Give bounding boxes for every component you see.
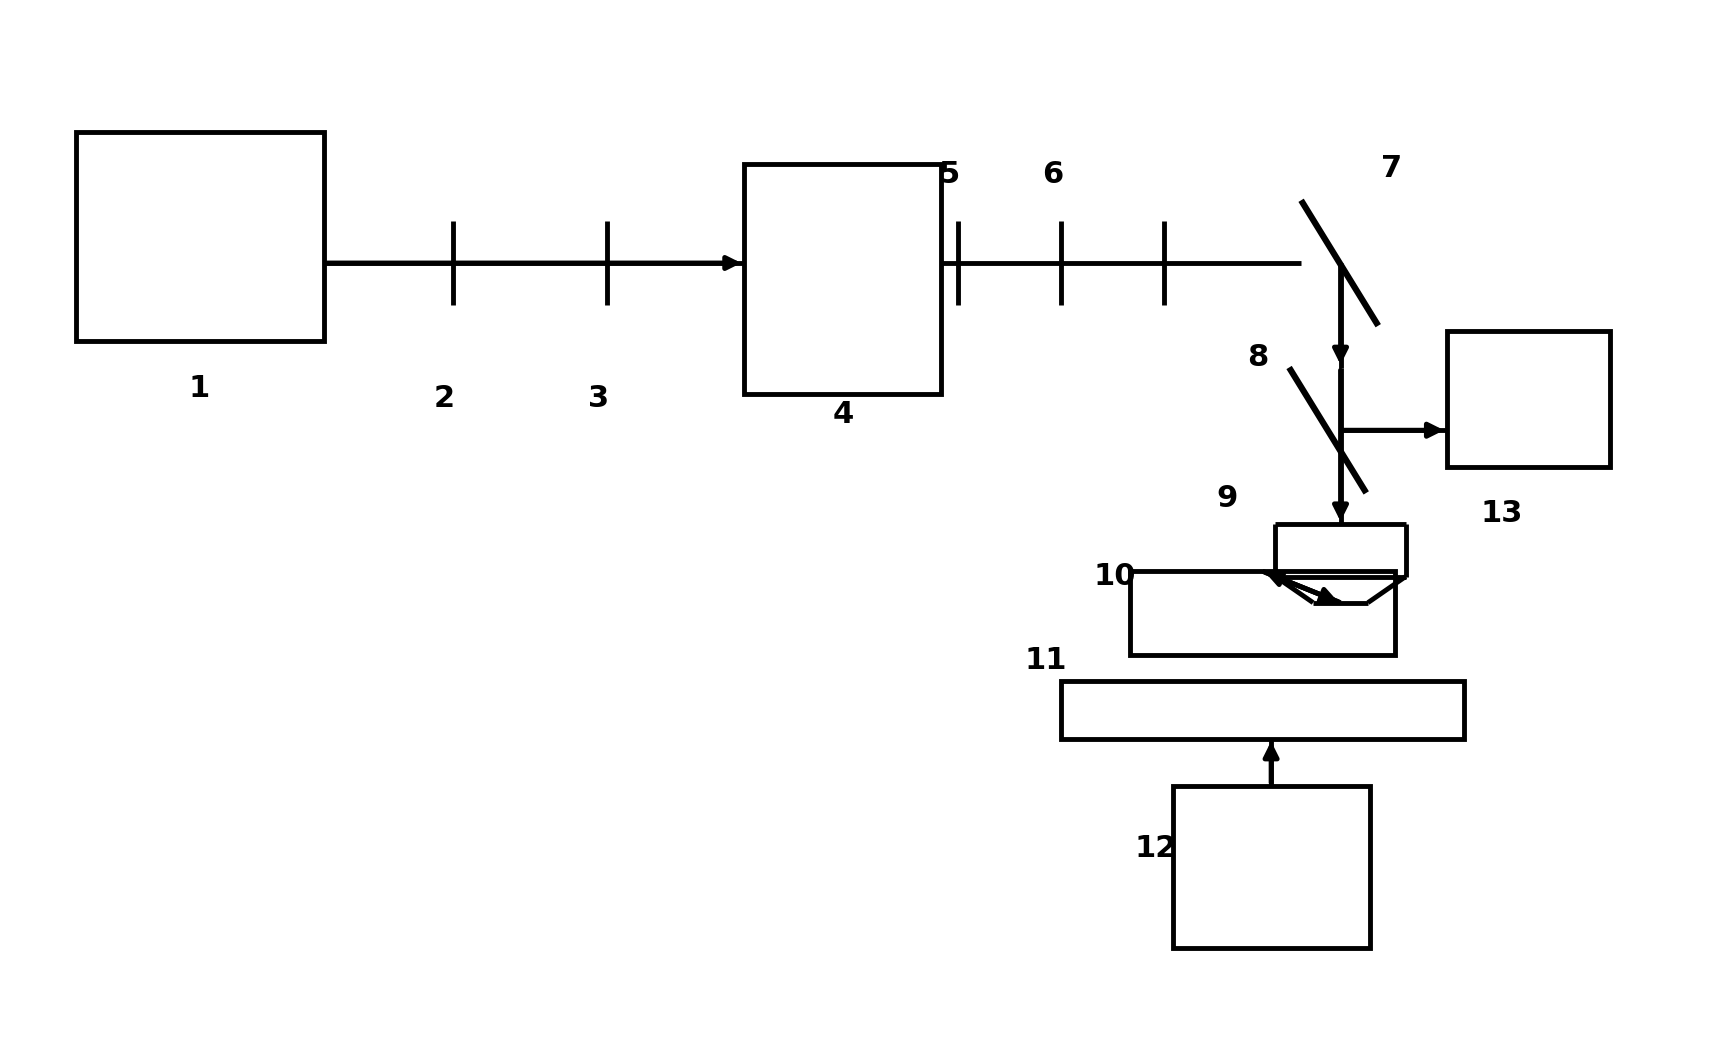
Text: 5: 5 bbox=[938, 160, 961, 189]
Bar bbox=[1446, 330, 1610, 467]
Text: 1: 1 bbox=[188, 374, 209, 402]
Text: 7: 7 bbox=[1381, 155, 1403, 183]
Bar bbox=[1130, 571, 1396, 654]
Bar bbox=[1061, 681, 1464, 738]
Bar bbox=[76, 132, 325, 341]
Text: 6: 6 bbox=[1042, 160, 1063, 189]
Text: 3: 3 bbox=[588, 384, 608, 413]
Text: 13: 13 bbox=[1481, 500, 1522, 528]
Text: 12: 12 bbox=[1134, 833, 1177, 863]
Bar bbox=[745, 164, 942, 394]
Text: 8: 8 bbox=[1248, 342, 1268, 372]
Text: 4: 4 bbox=[833, 400, 854, 429]
Bar bbox=[1173, 786, 1370, 948]
Text: 9: 9 bbox=[1217, 484, 1237, 513]
Text: 11: 11 bbox=[1025, 646, 1066, 675]
Text: 10: 10 bbox=[1094, 562, 1135, 591]
Text: 2: 2 bbox=[434, 384, 454, 413]
